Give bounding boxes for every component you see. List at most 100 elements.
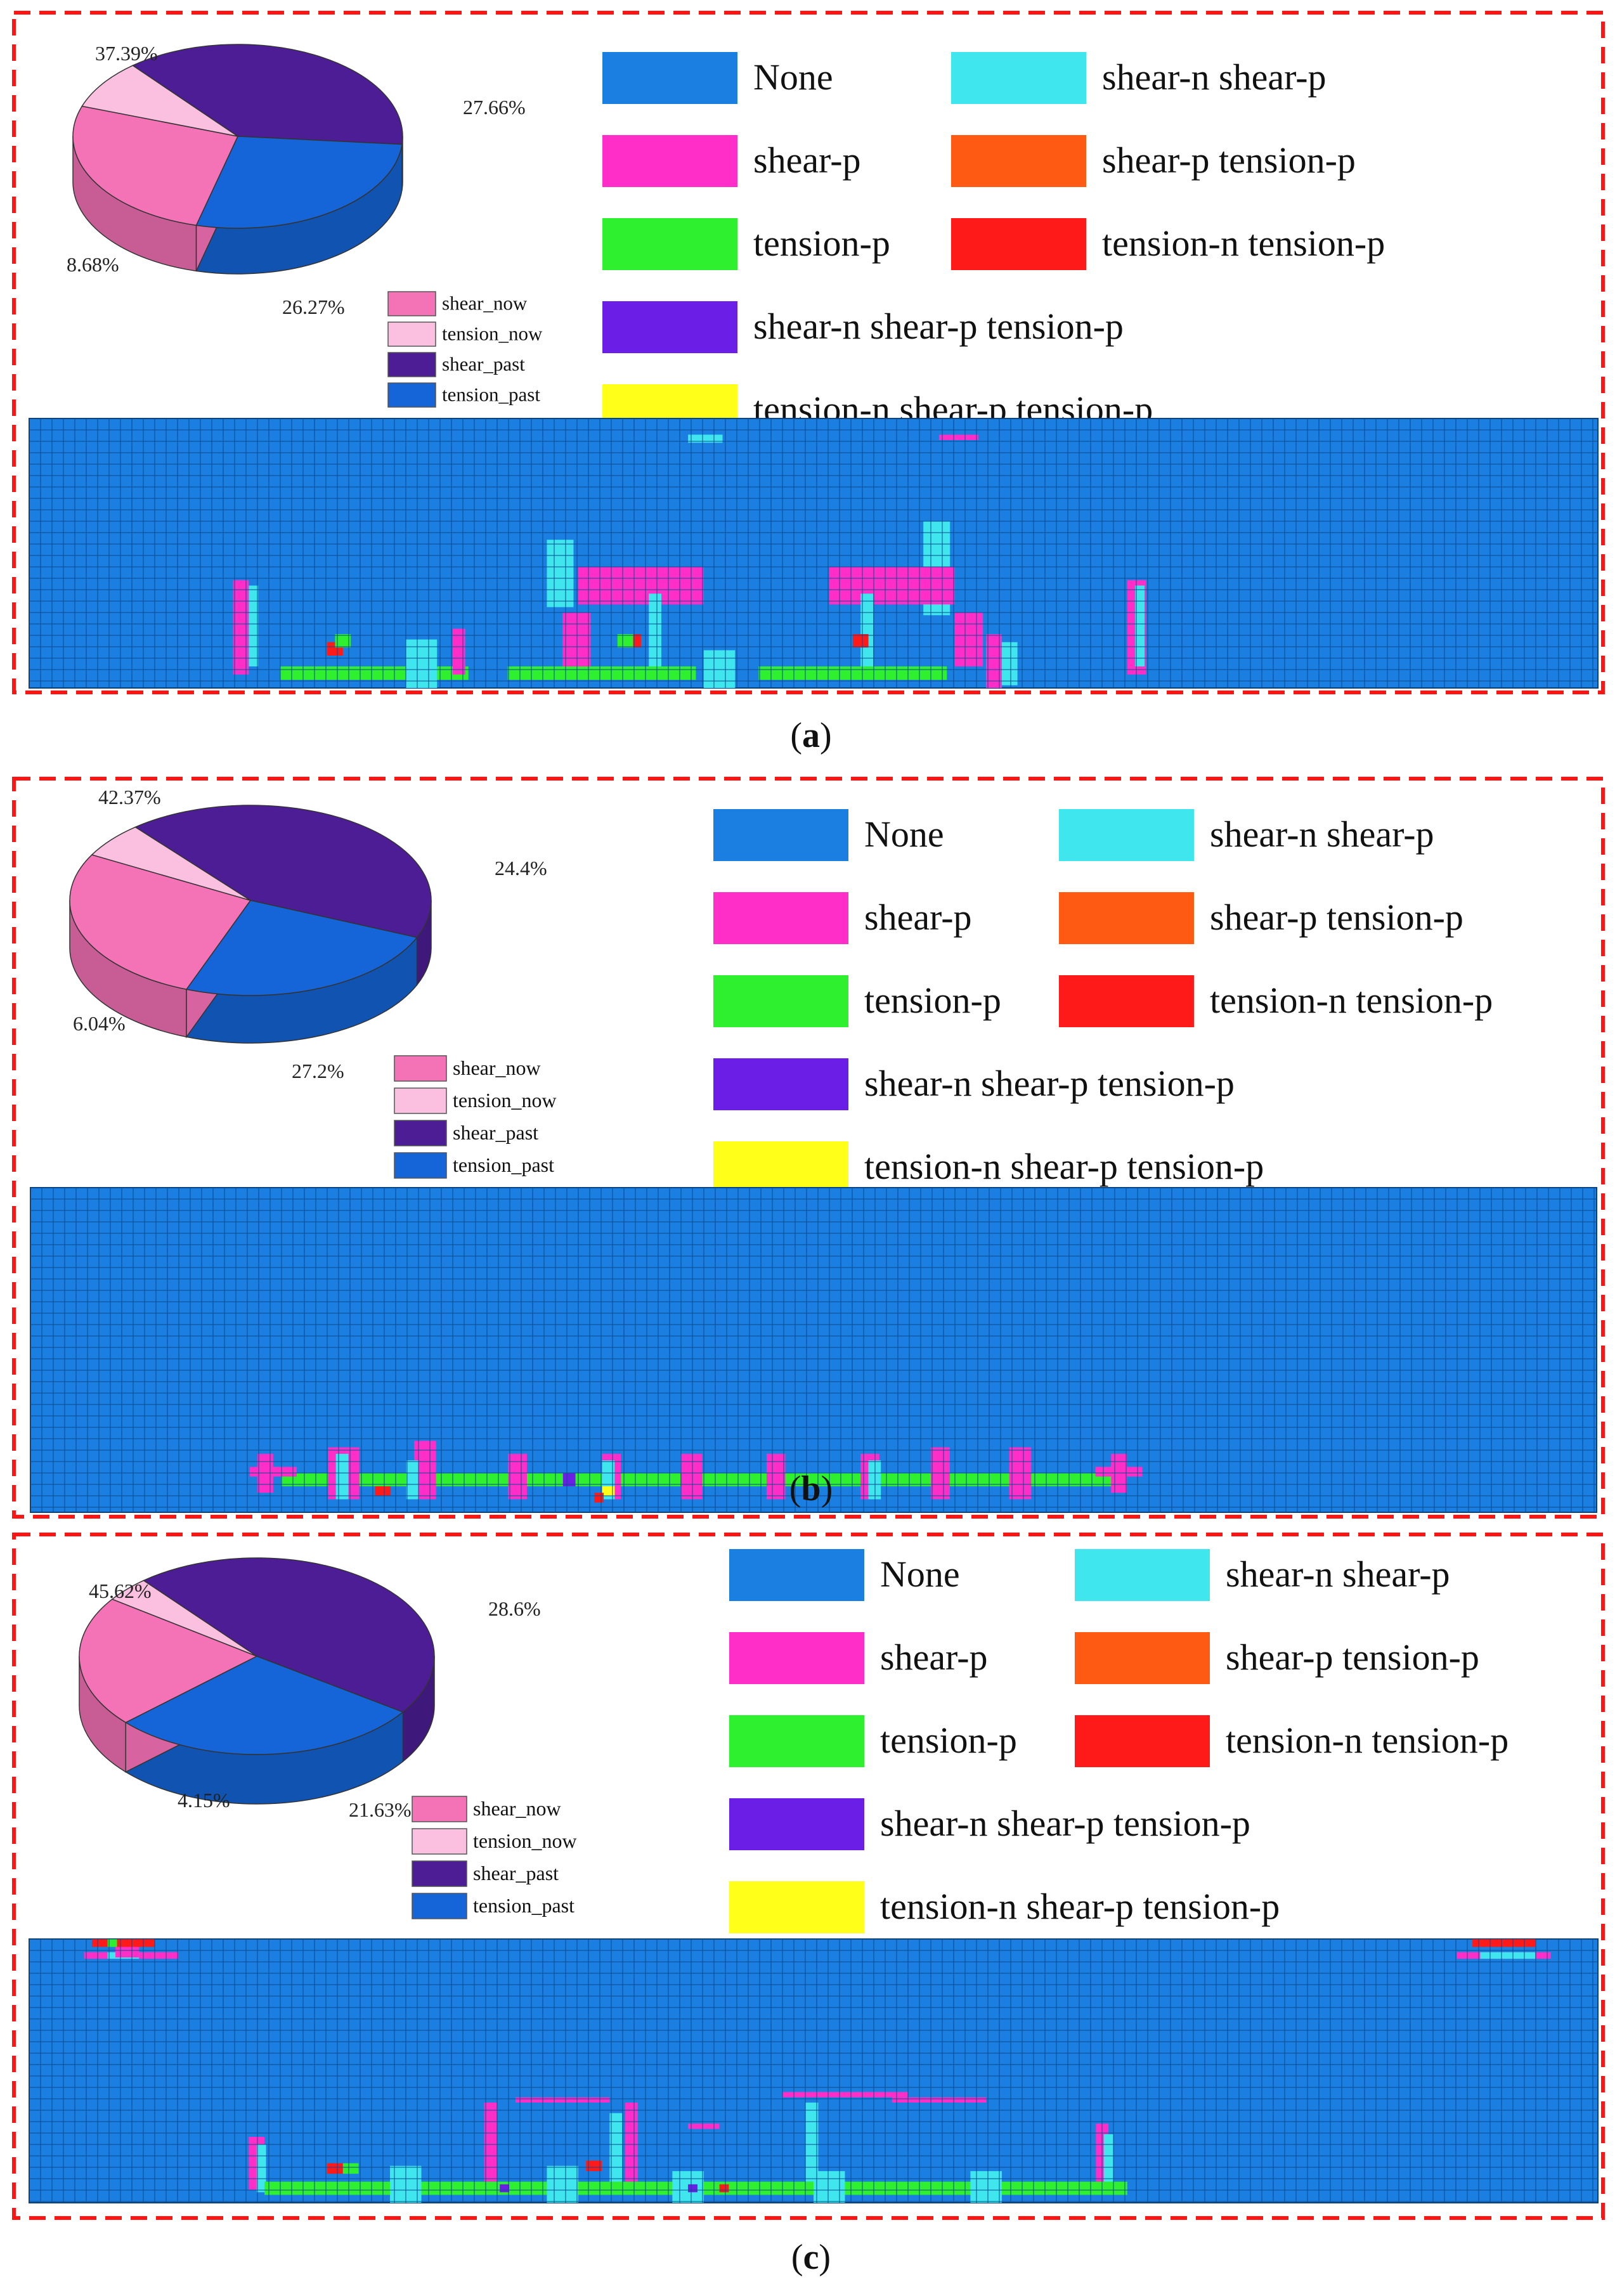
damage-cell bbox=[335, 634, 351, 648]
legend-label-tension_now: tension_now bbox=[473, 1829, 577, 1852]
damage-cell bbox=[375, 1486, 391, 1496]
damage-cell bbox=[406, 1460, 419, 1500]
state-swatch bbox=[951, 218, 1086, 270]
state-swatch bbox=[1059, 809, 1194, 861]
state-swatch bbox=[602, 135, 737, 187]
mesh-lines bbox=[29, 418, 1598, 688]
damage-cell bbox=[115, 1947, 139, 1958]
state-label: shear-n shear-p bbox=[1210, 814, 1434, 855]
state-label: shear-p bbox=[864, 897, 972, 938]
legend-swatch-tension_now bbox=[394, 1087, 447, 1114]
damage-cell bbox=[452, 628, 465, 675]
pie-pct-label: 27.66% bbox=[463, 96, 526, 119]
damage-cell bbox=[719, 2184, 729, 2193]
state-swatch bbox=[602, 301, 737, 353]
state-label: shear-p tension-p bbox=[1102, 139, 1356, 181]
legend-swatch-tension_now bbox=[387, 321, 436, 347]
damage-cell bbox=[327, 2163, 343, 2174]
state-swatch bbox=[713, 1141, 848, 1193]
damage-cell bbox=[107, 1939, 117, 1947]
state-swatch bbox=[713, 809, 848, 861]
damage-cell bbox=[703, 650, 736, 688]
damage-cell bbox=[782, 2092, 908, 2098]
damage-cell bbox=[892, 2097, 987, 2103]
legend-label-shear_now: shear_now bbox=[442, 292, 528, 315]
legend-label-shear_past: shear_past bbox=[453, 1121, 538, 1144]
damage-cell bbox=[625, 2102, 638, 2182]
mesh bbox=[30, 1187, 1597, 1513]
state-swatch bbox=[729, 1715, 864, 1767]
damage-cell bbox=[970, 2171, 1002, 2203]
damage-cell bbox=[805, 2102, 819, 2182]
pie-chart: 42.37% 24.4% 27.2% 6.04% bbox=[69, 786, 547, 1082]
pie-slice-shear_past bbox=[142, 1557, 435, 1713]
legend-label-shear_past: shear_past bbox=[473, 1862, 559, 1884]
damage-cell bbox=[342, 2163, 359, 2174]
state-label: shear-p tension-p bbox=[1210, 897, 1463, 938]
legend-label-tension_past: tension_past bbox=[473, 1894, 574, 1917]
state-label: shear-n shear-p bbox=[1226, 1553, 1450, 1595]
pie-pct-label: 42.37% bbox=[98, 786, 161, 808]
damage-cell bbox=[1480, 1952, 1536, 1959]
legend-label-tension_now: tension_now bbox=[442, 323, 543, 345]
damage-cell bbox=[852, 634, 869, 648]
state-swatch bbox=[951, 135, 1086, 187]
legend-swatch-tension_past bbox=[394, 1152, 447, 1179]
damage-cell bbox=[507, 666, 696, 680]
legend-swatch-shear_now bbox=[394, 1055, 447, 1082]
state-swatch bbox=[602, 52, 737, 104]
state-swatch bbox=[1059, 975, 1194, 1027]
legend-swatch-tension_past bbox=[387, 382, 436, 408]
pie-chart: 45.62% 28.6% 21.63% 4.15% bbox=[79, 1557, 541, 1821]
state-label: shear-p bbox=[753, 139, 861, 181]
pie-slice-shear_now bbox=[69, 854, 252, 990]
damage-cell bbox=[954, 613, 983, 666]
damage-cell bbox=[688, 2124, 720, 2129]
pie-slice-tension_now bbox=[91, 826, 251, 901]
legend-label-shear_past: shear_past bbox=[442, 353, 525, 375]
legend-label-tension_now: tension_now bbox=[453, 1089, 557, 1112]
mesh-lines bbox=[30, 1187, 1597, 1512]
damage-cell bbox=[688, 2184, 697, 2193]
state-swatch bbox=[1075, 1549, 1210, 1601]
damage-cell bbox=[868, 1460, 881, 1500]
damage-cell bbox=[594, 1493, 604, 1503]
mesh bbox=[29, 1938, 1599, 2203]
damage-cell bbox=[515, 2097, 610, 2103]
pie-pct-label: 24.4% bbox=[495, 857, 547, 879]
state-label: tension-p bbox=[753, 223, 890, 264]
pie-pct-label: 6.04% bbox=[73, 1012, 126, 1035]
pie-pct-label: 27.2% bbox=[292, 1060, 344, 1082]
damage-cell bbox=[578, 566, 704, 605]
legend-swatch-shear_now bbox=[412, 1796, 467, 1822]
legend-swatch-shear_now bbox=[387, 291, 436, 316]
state-swatch bbox=[729, 1881, 864, 1933]
damage-cell bbox=[649, 593, 662, 675]
damage-cell bbox=[931, 1447, 950, 1500]
damage-cell bbox=[1135, 585, 1145, 666]
state-swatch bbox=[713, 892, 848, 944]
panel-frame bbox=[12, 1533, 1605, 2220]
state-label: shear-n shear-p tension-p bbox=[880, 1803, 1250, 1844]
state-swatch bbox=[1075, 1715, 1210, 1767]
damage-cell bbox=[405, 639, 438, 688]
pie-pct-label: 4.15% bbox=[178, 1789, 230, 1812]
damage-cell bbox=[249, 1467, 297, 1477]
legend-swatch-tension_past bbox=[412, 1893, 467, 1919]
pie-slice-tension_now bbox=[81, 65, 238, 137]
state-swatch bbox=[729, 1632, 864, 1684]
damage-cell bbox=[335, 1453, 349, 1500]
damage-cell bbox=[562, 613, 591, 666]
pie-slice-tension_past bbox=[124, 1656, 404, 1755]
damage-cell bbox=[547, 2165, 578, 2203]
damage-cell bbox=[562, 1473, 576, 1487]
panel-label: (a) bbox=[790, 716, 831, 755]
state-label: tension-n tension-p bbox=[1226, 1720, 1508, 1761]
state-label: tension-n shear-p tension-p bbox=[880, 1886, 1280, 1927]
state-label: shear-n shear-p bbox=[1102, 56, 1327, 98]
state-swatch bbox=[602, 218, 737, 270]
legend-swatch-shear_past bbox=[387, 352, 436, 377]
legend-swatch-tension_now bbox=[412, 1828, 467, 1855]
state-label: None bbox=[880, 1553, 960, 1595]
